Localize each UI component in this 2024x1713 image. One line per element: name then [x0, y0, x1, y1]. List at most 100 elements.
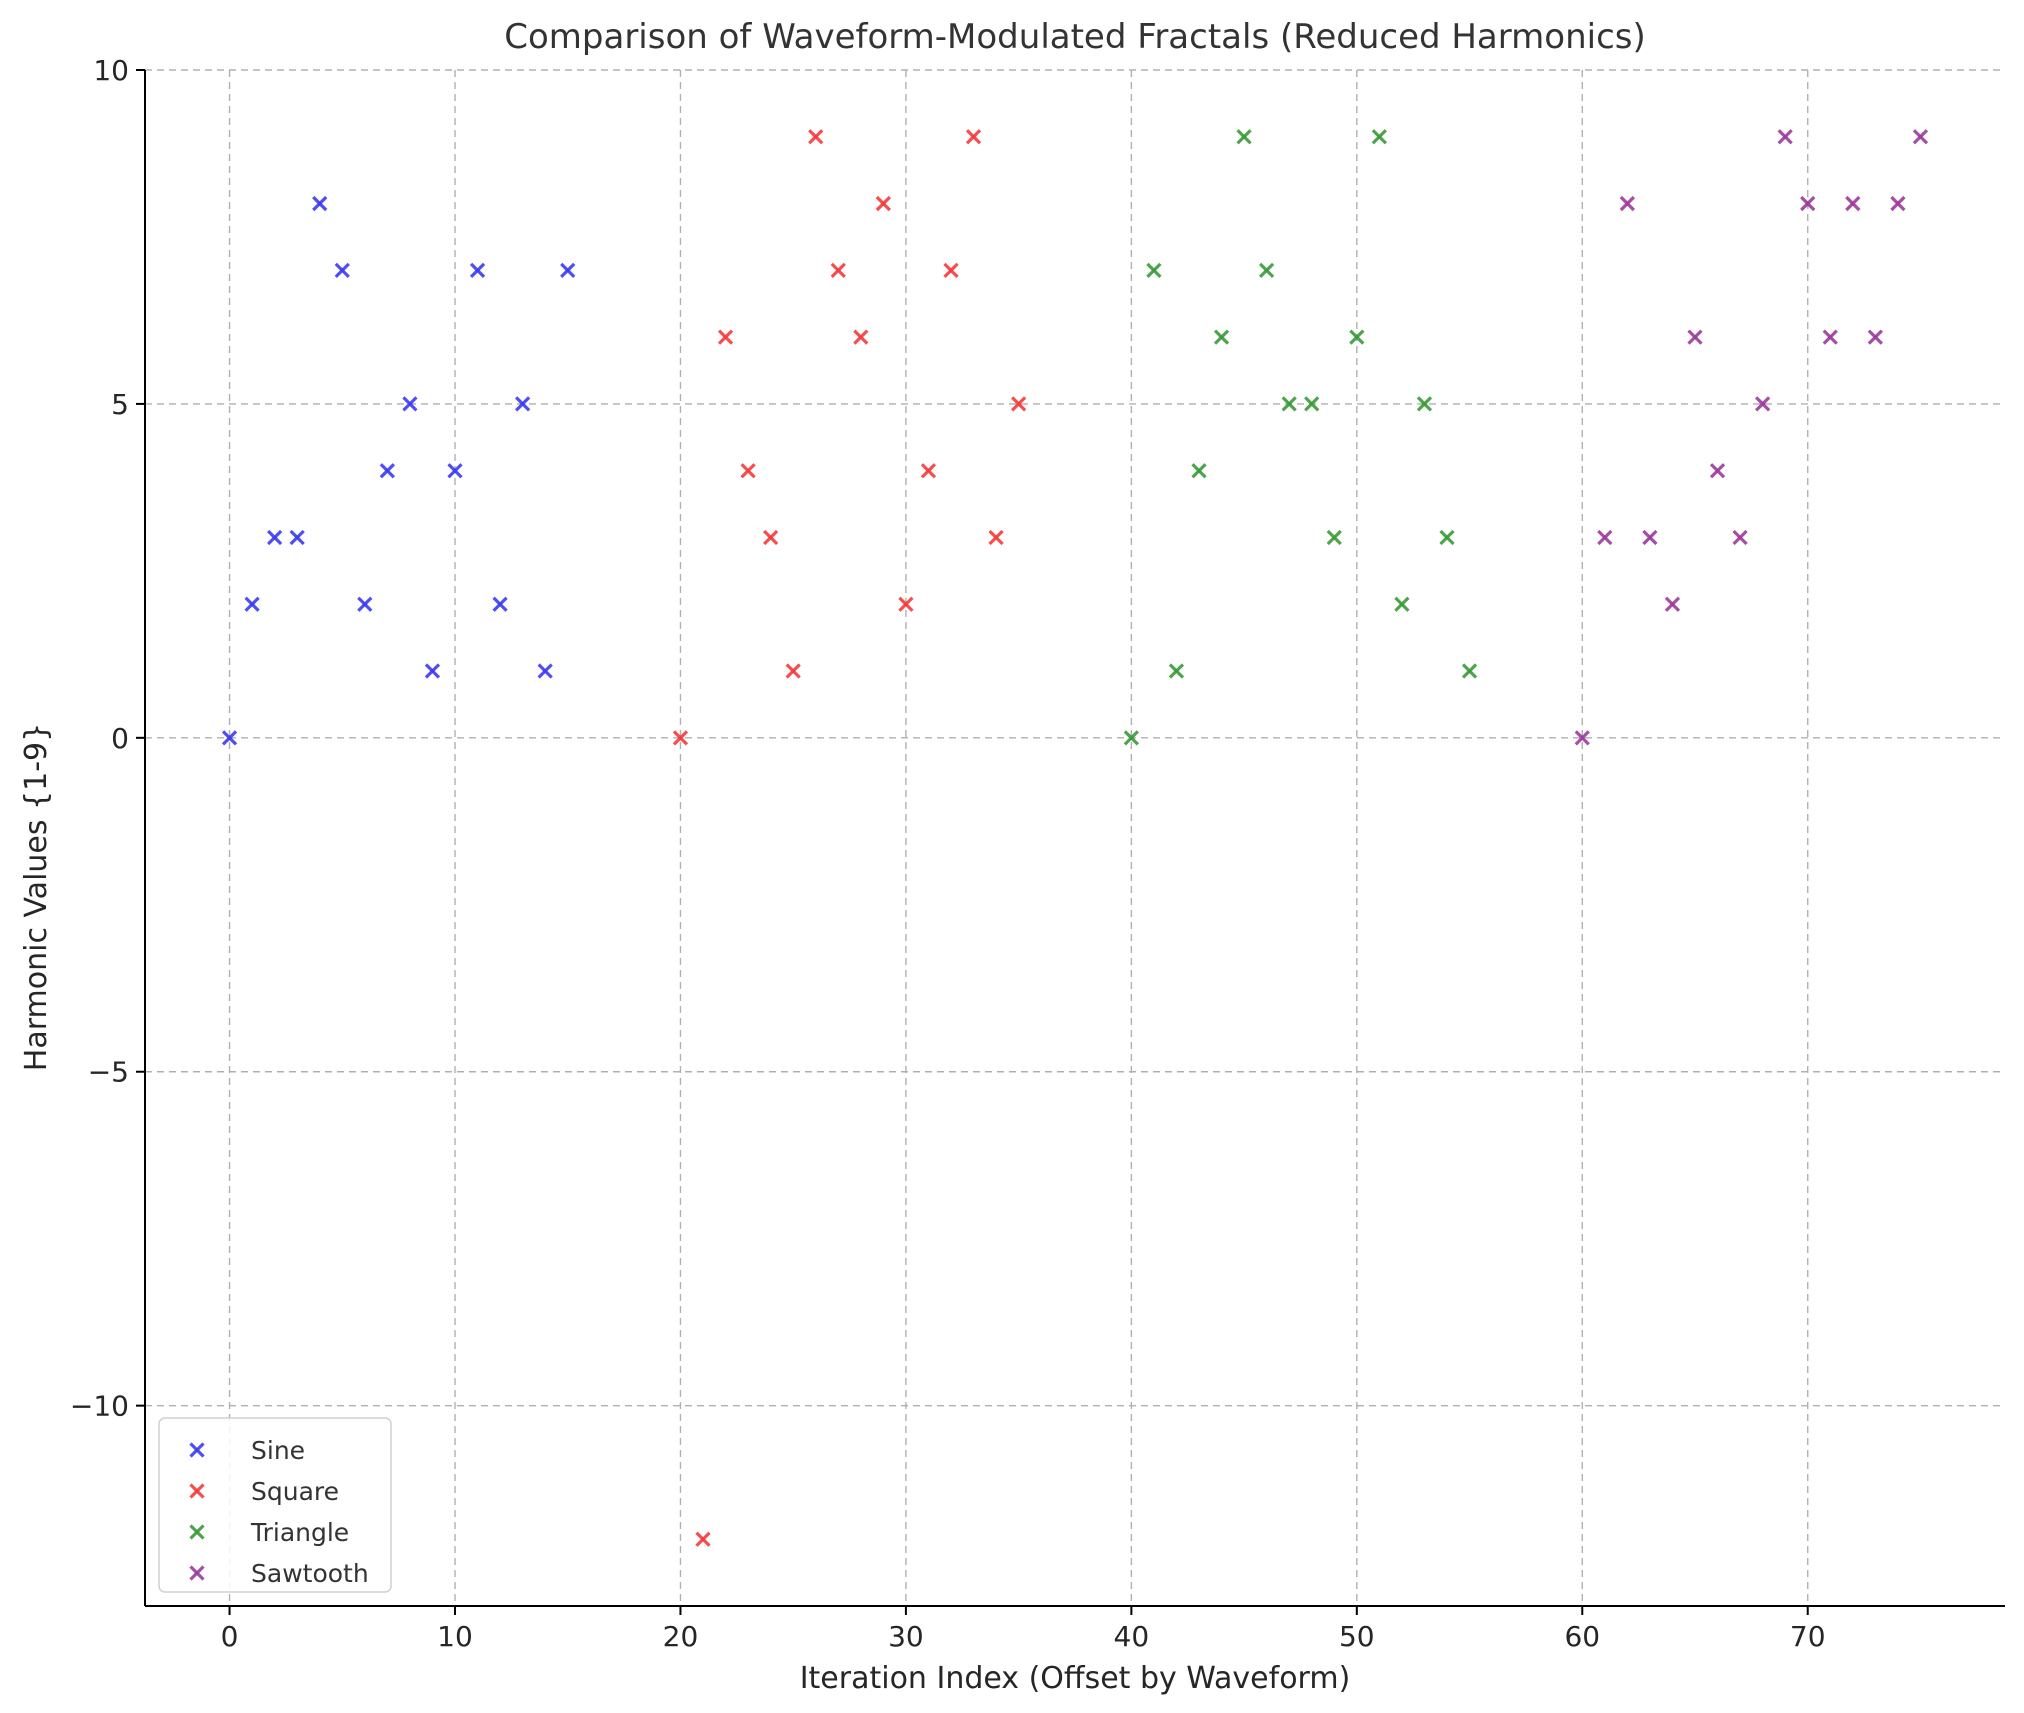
x-tick-label: 60 [1564, 1620, 1600, 1653]
data-point [1236, 129, 1252, 145]
legend-marker [189, 1483, 205, 1499]
data-point [695, 1531, 711, 1547]
data-point [785, 663, 801, 679]
data-point [1687, 329, 1703, 345]
data-point [875, 195, 891, 212]
data-point [1845, 195, 1861, 212]
data-point [469, 262, 486, 278]
series-sine [221, 195, 576, 746]
data-point [1123, 730, 1139, 746]
data-point [1777, 129, 1793, 145]
x-tick-label: 50 [1339, 1620, 1375, 1653]
y-tick-label: 5 [111, 388, 129, 421]
data-point [1912, 129, 1929, 145]
legend-marker [189, 1565, 205, 1581]
axes: 0 10 20 30 40 50 60 70 −10 −5 0 5 10 [70, 54, 2005, 1653]
data-point [1191, 463, 1207, 479]
x-tick-label: 10 [437, 1620, 473, 1653]
y-tick-label: 10 [93, 54, 129, 87]
data-point [1619, 195, 1635, 212]
y-axis-label: Harmonic Values {1-9} [19, 723, 54, 1071]
data-point [740, 463, 756, 479]
data-point [1371, 129, 1387, 145]
x-tick-label: 0 [221, 1620, 239, 1653]
legend-marker [189, 1524, 205, 1540]
data-point [1213, 329, 1230, 345]
data-point [1146, 262, 1162, 278]
data-point [965, 129, 982, 145]
legend-entry: Sine [189, 1436, 305, 1465]
x-tick-label: 70 [1790, 1620, 1826, 1653]
data-points [221, 129, 1929, 1547]
data-point [1890, 195, 1906, 212]
x-tick-label: 30 [888, 1620, 924, 1653]
data-point [920, 463, 937, 479]
data-point [1349, 329, 1365, 345]
data-point [1416, 396, 1433, 412]
data-point [1304, 396, 1320, 412]
data-point [379, 463, 395, 479]
data-point [221, 730, 238, 746]
legend-label: Sawtooth [251, 1559, 369, 1588]
grid-lines [145, 69, 2005, 1606]
data-point [537, 663, 553, 679]
data-point [1642, 529, 1658, 546]
data-point [1800, 195, 1816, 212]
data-point [1439, 529, 1455, 546]
y-tick-label: 0 [111, 722, 129, 755]
y-tick-label: −5 [88, 1056, 129, 1089]
data-point [1732, 529, 1748, 546]
data-point [1822, 329, 1838, 345]
data-point [289, 529, 305, 546]
data-point [1259, 262, 1275, 278]
data-point [1394, 596, 1410, 612]
x-axis-label: Iteration Index (Offset by Waveform) [800, 1661, 1351, 1696]
data-point [1326, 529, 1342, 546]
data-point [1709, 463, 1726, 479]
data-point [943, 262, 959, 278]
data-point [1281, 396, 1297, 412]
data-point [447, 463, 463, 479]
data-point [717, 329, 734, 345]
data-point [988, 529, 1004, 546]
data-point [334, 262, 350, 278]
data-point [1461, 663, 1478, 679]
series-square [672, 129, 1027, 1547]
data-point [1664, 596, 1681, 612]
data-point [1755, 396, 1771, 412]
legend: Sine Square Triangle Sawtooth [158, 1417, 392, 1593]
x-tick-label: 20 [663, 1620, 699, 1653]
chart-title: Comparison of Waveform-Modulated Fractal… [504, 17, 1646, 57]
legend-entry: Square [189, 1477, 339, 1506]
data-point [763, 529, 779, 546]
data-point [244, 596, 260, 612]
data-point [357, 596, 373, 612]
data-point [267, 529, 283, 546]
data-point [1867, 329, 1883, 345]
series-triangle [1123, 129, 1478, 746]
data-point [808, 129, 824, 145]
legend-entry: Sawtooth [189, 1559, 369, 1588]
legend-entry: Triangle [189, 1518, 349, 1547]
y-tick-label: −10 [70, 1390, 129, 1423]
legend-label: Sine [251, 1436, 305, 1465]
legend-label: Triangle [250, 1518, 349, 1547]
legend-marker [189, 1442, 205, 1458]
legend-box [158, 1417, 392, 1593]
x-tick-label: 40 [1114, 1620, 1150, 1653]
data-point [312, 195, 328, 212]
data-point [830, 262, 846, 278]
data-point [1574, 730, 1590, 746]
data-point [1168, 663, 1185, 679]
data-point [492, 596, 508, 612]
data-point [853, 329, 869, 345]
series-sawtooth [1574, 129, 1929, 746]
data-point [1597, 529, 1613, 546]
data-point [515, 396, 531, 412]
data-point [898, 596, 914, 612]
legend-label: Square [251, 1477, 339, 1506]
data-point [1011, 396, 1027, 412]
data-point [560, 262, 576, 278]
data-point [402, 396, 418, 412]
